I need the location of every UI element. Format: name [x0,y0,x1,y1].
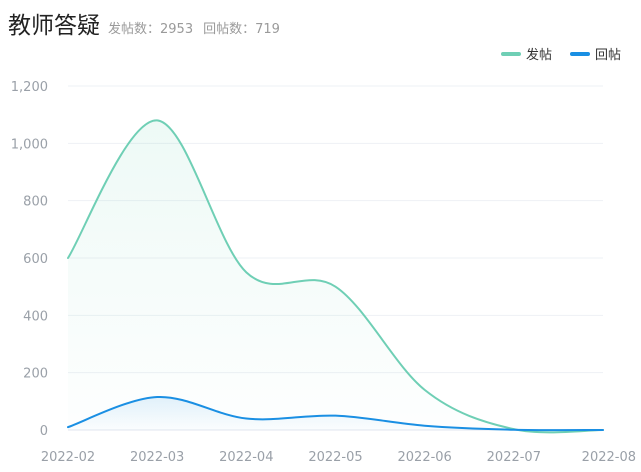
legend-item-replies[interactable]: 回帖 [569,44,621,63]
y-tick-label: 1,000 [11,137,48,152]
legend-label-replies: 回帖 [594,48,621,63]
chart-legend: 发帖 回帖 [483,44,621,63]
y-tick-label: 0 [40,424,48,439]
y-tick-label: 800 [23,195,48,210]
posts-count-label: 发帖数： [108,22,161,37]
x-tick-label: 2022-04 [219,450,273,465]
legend-swatch-posts [500,51,521,56]
y-tick-label: 1,200 [11,80,48,95]
y-tick-label: 200 [23,367,48,382]
replies-count-label: 回帖数： [203,22,256,37]
legend-label-posts: 发帖 [525,48,552,63]
series-area-posts [68,120,603,433]
replies-count-value: 719 [255,22,280,37]
series-areas [68,120,603,433]
x-tick-label: 2022-03 [130,450,184,465]
series-line-replies[interactable] [67,396,604,432]
legend-swatch-replies [569,51,590,56]
y-tick-label: 600 [23,252,48,267]
page-title: 教师答疑 [8,13,100,39]
series-area-replies [68,396,603,431]
series-lines [67,119,604,434]
x-tick-label: 2022-05 [308,450,362,465]
posts-count-value: 2953 [160,22,194,37]
x-tick-label: 2022-08 [582,450,636,465]
legend-item-posts[interactable]: 发帖 [500,44,552,63]
x-tick-label: 2022-02 [41,450,95,465]
x-tick-label: 2022-07 [487,450,541,465]
y-tick-label: 400 [23,309,48,324]
chart-header: 教师答疑 发帖数： 2953 回帖数： 719 [8,6,280,40]
x-tick-label: 2022-06 [398,450,452,465]
series-line-posts[interactable] [67,119,604,434]
axis-labels: 0 200 400 600 800 1,000 1,200 2022-02 2022-03 202… [11,80,636,465]
